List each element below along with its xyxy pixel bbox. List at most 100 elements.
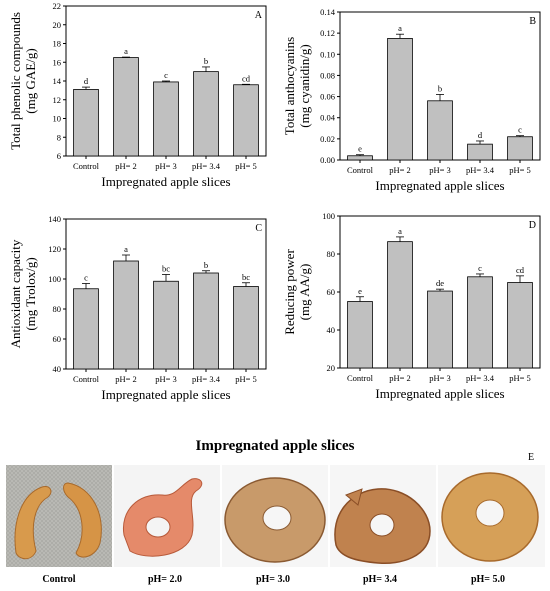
panel-d-ytick-label: 20	[327, 363, 336, 373]
panel-a-xtick-label: pH= 5	[235, 161, 257, 171]
panel-a-xtick-label: pH= 2	[115, 161, 137, 171]
panel-c-significance-letter: bc	[242, 272, 250, 282]
panel-d-ytick-label: 60	[327, 287, 336, 297]
panel-c-label: C	[255, 223, 262, 234]
panel-b-significance-letter: a	[398, 23, 402, 33]
panel-b-xtick-label: pH= 3	[429, 165, 451, 175]
panel-c-bar	[233, 286, 259, 370]
panel-c-ytick-label: 120	[48, 244, 61, 254]
panel-c-bar	[153, 280, 179, 370]
photo-label-ph-3-4: pH= 3.4	[362, 574, 398, 585]
panel-d-y-axis-title: Reducing power	[282, 249, 297, 335]
panel-a-ytick-label: 18	[53, 39, 62, 49]
panel-b-significance-letter: d	[478, 130, 483, 140]
panel-d-bar	[347, 301, 373, 369]
panel-d-ytick-label: 80	[327, 249, 336, 259]
panel-b-x-axis-title: Impregnated apple slices	[375, 178, 504, 193]
panel-b-xtick-label: pH= 2	[389, 165, 411, 175]
panel-d-significance-letter: c	[478, 263, 482, 273]
panel-a-ytick-label: 6	[57, 151, 61, 161]
panel-c-ytick-label: 60	[53, 334, 62, 344]
panel-c-bar	[73, 288, 99, 370]
panel-a-ytick-label: 14	[53, 76, 62, 86]
panel-b-bar	[427, 100, 453, 161]
panel-a-ytick-label: 16	[53, 57, 62, 67]
photo-label-ph-5-0: pH= 5.0	[470, 574, 506, 585]
panel-c-xtick-label: pH= 2	[115, 374, 137, 384]
panel-a-significance-letter: a	[124, 46, 128, 56]
panel-d-significance-letter: e	[358, 286, 362, 296]
panel-b-xtick-label: pH= 5	[509, 165, 531, 175]
panel-b-xtick-label: Control	[347, 165, 374, 175]
panel-b-ytick-label: 0.06	[320, 92, 335, 102]
panel-c-significance-letter: c	[84, 273, 88, 283]
photo-ph-5-0	[438, 465, 545, 567]
panel-b-significance-letter: c	[518, 125, 522, 135]
panel-b-ytick-label: 0.10	[320, 49, 335, 59]
panel-b-ytick-label: 0.08	[320, 70, 335, 80]
photo-panel-label: E	[528, 452, 535, 463]
panel-a-label: A	[255, 10, 263, 21]
panel-c-xtick-label: pH= 5	[235, 374, 257, 384]
panel-a-ytick-label: 10	[53, 114, 62, 124]
panel-b-significance-letter: e	[358, 144, 362, 154]
panel-d-xtick-label: Control	[347, 373, 374, 383]
panel-b-ytick-label: 0.12	[320, 28, 335, 38]
panel-c-significance-letter: b	[204, 260, 208, 270]
panel-a-bar	[73, 89, 99, 157]
panel-a-y-axis-title: Total phenolic compounds	[8, 12, 23, 150]
panel-a-significance-letter: b	[204, 56, 208, 66]
panel-a-ytick-label: 12	[53, 95, 62, 105]
panel-d-x-axis-title: Impregnated apple slices	[375, 386, 504, 401]
panel-b-ytick-label: 0.04	[320, 113, 336, 123]
panel-d-xtick-label: pH= 2	[389, 373, 411, 383]
panel-d-bar	[467, 276, 493, 369]
panel-b-ytick-label: 0.00	[320, 155, 335, 165]
panel-c-xtick-label: pH= 3.4	[192, 374, 221, 384]
panel-c-ytick-label: 100	[48, 274, 61, 284]
panel-b-label: B	[529, 16, 536, 27]
panel-d-significance-letter: cd	[516, 265, 525, 275]
panel-a-bar	[153, 81, 179, 157]
bar-chart-figure: 6 8 10 12 14 16 18 20 22 d Control a pH= 2 c pH= 3 b pH=…	[8, 1, 541, 402]
panel-b-significance-letter: b	[438, 83, 442, 93]
panel-b-xtick-label: pH= 3.4	[466, 165, 495, 175]
panel-b-bar	[507, 136, 533, 161]
panel-c-ytick-label: 40	[53, 364, 62, 374]
panel-a-ytick-label: 20	[53, 20, 62, 30]
panel-b-ytick-label: 0.02	[320, 134, 335, 144]
panel-d-xtick-label: pH= 5	[509, 373, 531, 383]
panel-d-bar	[507, 282, 533, 369]
panel-b-bar	[387, 38, 413, 161]
photo-ph-3-4	[330, 465, 436, 567]
photo-label-ph-2-0: pH= 2.0	[147, 574, 183, 585]
panel-c-xtick-label: pH= 3	[155, 374, 177, 384]
panel-c-y-axis-unit: (mg Trolox/g)	[23, 257, 38, 330]
photo-ph-2-0	[114, 465, 220, 567]
photo-label-control: Control	[42, 574, 76, 585]
panel-a-ytick-label: 22	[53, 1, 62, 11]
panel-c-ytick-label: 140	[48, 214, 61, 224]
photo-control	[6, 465, 112, 567]
panel-a-ytick-label: 8	[57, 132, 61, 142]
panel-b-bar	[347, 155, 373, 161]
panel-c-bar	[193, 272, 219, 370]
panel-d-bar	[427, 290, 453, 369]
panel-d-significance-letter: de	[436, 278, 444, 288]
panel-d-bar	[387, 241, 413, 369]
panel-b-y-axis-unit: (mg cyanidin/g)	[297, 44, 312, 127]
panel-a-xtick-label: Control	[73, 161, 100, 171]
photo-ph-3-0	[222, 465, 328, 567]
panel-b-bar	[467, 143, 493, 161]
panel-b-ytick-label: 0.14	[320, 7, 336, 17]
apple-slice-photo-strip	[6, 465, 545, 567]
panel-d-xtick-label: pH= 3.4	[466, 373, 495, 383]
panel-c-x-axis-title: Impregnated apple slices	[101, 387, 230, 402]
panel-c-significance-letter: bc	[162, 264, 170, 274]
panel-c-y-axis-title: Antioxidant capacity	[8, 239, 23, 348]
panel-c-xtick-label: Control	[73, 374, 100, 384]
panel-a-bar	[113, 57, 139, 157]
panel-d-ytick-label: 100	[322, 211, 335, 221]
panel-d-label: D	[529, 220, 536, 231]
panel-a-significance-letter: cd	[242, 73, 251, 83]
